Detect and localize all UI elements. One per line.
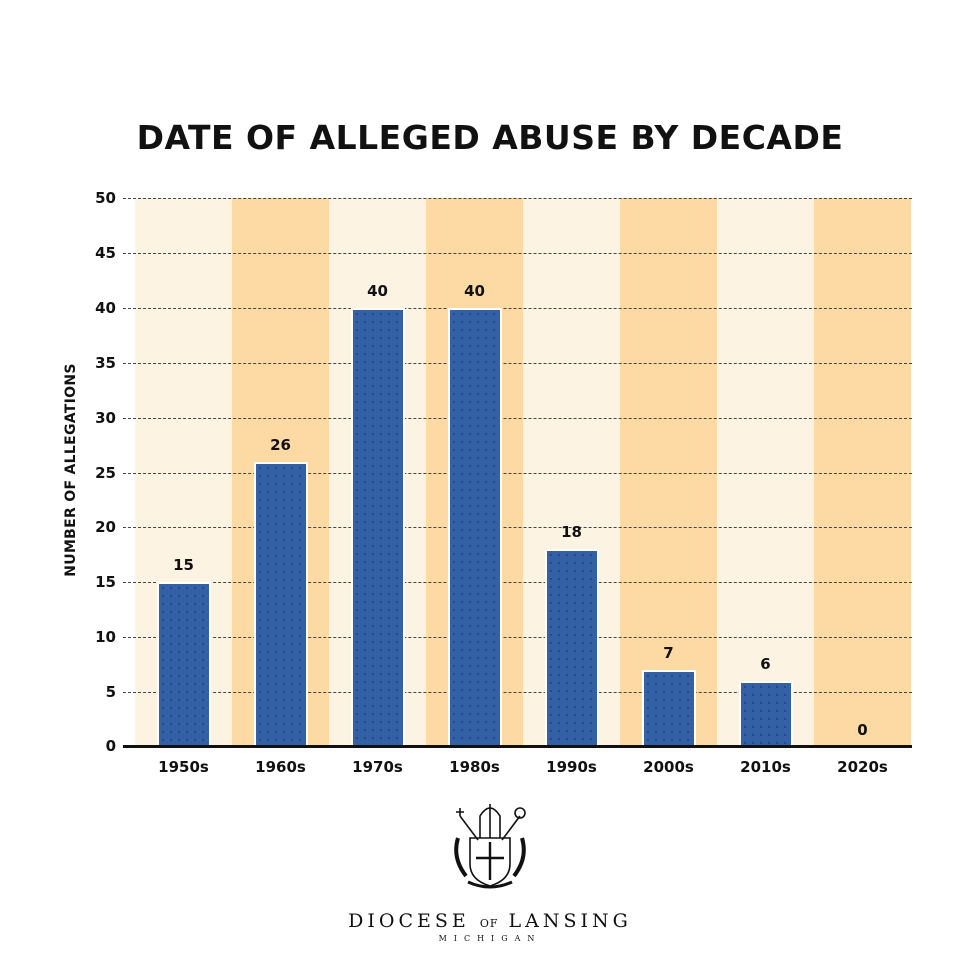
x-tick-label: 2000s [643, 758, 694, 776]
y-tick-label: 20 [95, 518, 116, 537]
value-label: 15 [173, 556, 194, 575]
gridline [123, 527, 912, 529]
organization-subtitle: MICHIGAN [438, 934, 542, 943]
x-tick-label: 1980s [449, 758, 500, 776]
y-tick-label: 0 [105, 737, 116, 755]
gridline [123, 637, 912, 639]
y-tick-label: 30 [95, 408, 116, 427]
x-tick-label: 1960s [255, 758, 306, 776]
bar-1960s[interactable] [253, 461, 308, 747]
x-tick-label: 1990s [546, 758, 597, 776]
x-axis-line [123, 745, 912, 748]
organization-name: DIOCESE OF LANSING [0, 910, 980, 932]
org-name-part1: DIOCESE [348, 910, 470, 932]
bar-2000s[interactable] [641, 670, 696, 747]
gridline [123, 417, 912, 419]
y-tick-label: 50 [95, 189, 116, 207]
gridline [123, 582, 912, 584]
x-tick-label: 1970s [352, 758, 403, 776]
x-tick-label: 2010s [740, 758, 791, 776]
value-label: 26 [270, 435, 291, 454]
value-label: 40 [367, 281, 388, 300]
gridline [123, 472, 912, 474]
chart-title: DATE OF ALLEGED ABUSE BY DECADE [136, 118, 844, 157]
bar-2010s[interactable] [738, 681, 793, 747]
gridline [123, 692, 912, 694]
value-label: 6 [760, 655, 771, 674]
gridline [123, 252, 912, 254]
y-tick-label: 15 [95, 573, 116, 592]
value-label: 7 [663, 644, 674, 663]
value-label: 40 [464, 281, 485, 300]
diocese-coat-of-arms-icon [454, 804, 526, 889]
bar-1970s[interactable] [350, 307, 405, 747]
x-tick-label: 1950s [158, 758, 209, 776]
org-name-part2: LANSING [508, 910, 632, 932]
gridline [123, 362, 912, 364]
y-tick-label: 40 [95, 298, 116, 317]
bar-1950s[interactable] [156, 582, 211, 747]
bar-1980s[interactable] [447, 307, 502, 747]
y-tick-label: 5 [105, 683, 116, 702]
bar-1990s[interactable] [544, 549, 599, 747]
y-tick-label: 45 [95, 243, 116, 262]
org-name-of: OF [479, 917, 499, 930]
y-tick-label: 10 [95, 628, 116, 647]
gridline [123, 198, 912, 199]
value-label: 18 [561, 523, 582, 542]
gridline [123, 307, 912, 309]
y-tick-label: 25 [95, 463, 116, 482]
y-tick-label: 35 [95, 353, 116, 372]
value-label: 0 [857, 721, 868, 739]
x-tick-label: 2020s [837, 758, 888, 776]
